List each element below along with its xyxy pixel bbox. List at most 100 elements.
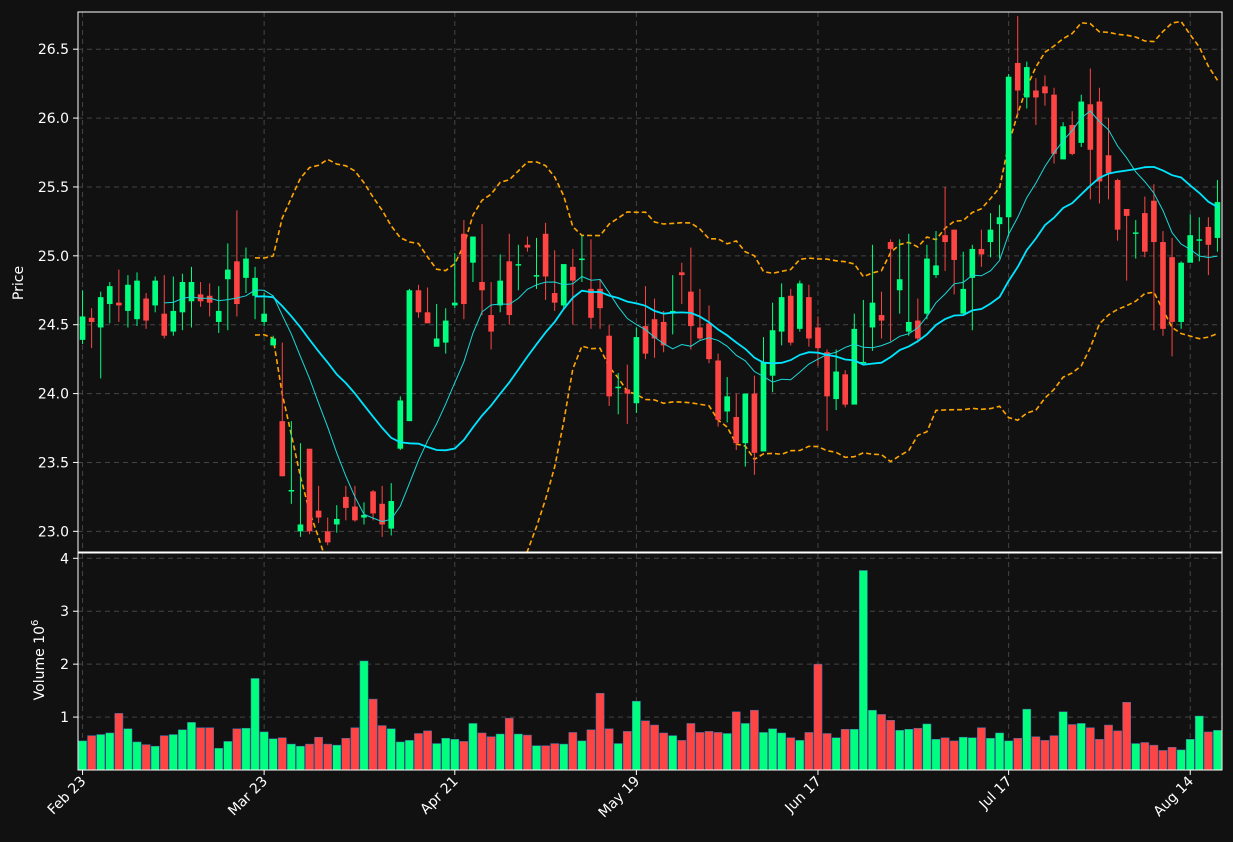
candle-body <box>315 510 322 518</box>
candle-body <box>833 371 839 400</box>
volume-bar <box>1131 743 1141 771</box>
volume-bar <box>786 737 796 771</box>
candle-body <box>215 310 222 322</box>
volume-bar <box>277 737 287 771</box>
candle-body <box>415 290 422 313</box>
volume-bar <box>1086 727 1095 771</box>
candle-body <box>987 229 994 243</box>
candle-body <box>1114 180 1121 230</box>
volume-bar <box>713 732 723 771</box>
candle-body <box>551 293 558 303</box>
volume-bar <box>595 693 605 771</box>
candle-body <box>524 244 531 248</box>
price-tick-label: 23.5 <box>38 455 69 471</box>
volume-grid <box>78 553 1222 770</box>
candle-body <box>579 258 585 261</box>
price-panel-frame <box>77 11 1223 553</box>
volume-bar <box>586 729 596 771</box>
volume-bar <box>795 740 805 771</box>
candle-body <box>197 294 204 302</box>
volume-bar <box>577 740 587 771</box>
volume-bar <box>441 737 451 771</box>
volume-bar <box>377 725 387 771</box>
candle-body <box>778 297 785 332</box>
candle-body <box>1023 67 1030 98</box>
volume-bar <box>859 570 868 771</box>
candle-body <box>887 242 894 249</box>
candle-body <box>461 233 467 305</box>
volume-bar <box>722 733 732 771</box>
volume-bar <box>940 737 950 771</box>
candle-body <box>615 386 622 389</box>
candle-body <box>488 315 494 332</box>
price-tick-label: 25.5 <box>38 180 69 196</box>
candle-body <box>379 503 385 525</box>
volume-bar <box>804 732 814 771</box>
volume-bar <box>96 734 106 771</box>
candle-body <box>161 313 168 336</box>
volume-bar <box>359 660 369 771</box>
candle-body <box>669 310 676 313</box>
volume-bar <box>1122 702 1132 771</box>
volume-bar <box>414 733 423 771</box>
candle-body <box>1142 213 1148 252</box>
price-tick-label: 25.0 <box>38 249 69 265</box>
candle-body <box>134 280 140 320</box>
volume-bar <box>731 711 741 771</box>
volume-bar <box>886 719 895 771</box>
price-tick-label: 23.0 <box>38 524 69 540</box>
candle-body <box>978 248 985 255</box>
candle-body <box>570 266 576 281</box>
candle-body <box>869 302 876 328</box>
candle-body <box>188 282 195 302</box>
volume-bar <box>949 740 959 771</box>
candle-body <box>1005 76 1012 218</box>
volume-bar <box>123 728 133 771</box>
volume-bar <box>849 728 859 771</box>
candle-body <box>297 524 304 532</box>
candle-body <box>751 393 758 453</box>
volume-bar <box>1040 740 1050 771</box>
volume-bar <box>541 745 550 771</box>
volume-bar <box>495 733 505 771</box>
candle-body <box>724 396 730 412</box>
candle-body <box>206 295 213 303</box>
candle-body <box>343 496 349 508</box>
volume-bar <box>686 723 696 771</box>
candle-body <box>143 298 149 321</box>
volume-bar <box>695 732 705 771</box>
candle-body <box>261 313 267 322</box>
candle-body <box>678 272 685 276</box>
candle-body <box>633 337 640 404</box>
candle-body <box>324 531 331 543</box>
volume-bar <box>559 743 569 771</box>
candle-body <box>1078 101 1085 143</box>
candle-body <box>470 236 476 263</box>
volume-bar <box>659 732 668 771</box>
candle-body <box>715 360 721 420</box>
candle-body <box>88 317 95 322</box>
candle-body <box>860 361 867 364</box>
volume-bar <box>704 731 714 771</box>
volume-bar <box>650 724 659 771</box>
candle-body <box>1132 232 1139 234</box>
volume-bar <box>822 733 832 771</box>
volume-bar <box>1204 731 1213 771</box>
volume-y-axis: 1 2 3 4 <box>60 551 78 726</box>
candle-body <box>361 514 367 518</box>
volume-bar <box>1149 744 1159 771</box>
candle-body <box>1214 202 1221 238</box>
volume-bar <box>305 743 314 771</box>
candle-body <box>951 229 957 260</box>
candle-body <box>942 235 948 243</box>
candle-body <box>542 233 549 277</box>
volume-bar <box>468 723 478 771</box>
volume-bar <box>141 744 151 771</box>
volume-bar <box>296 745 305 771</box>
volume-bar <box>1022 708 1032 771</box>
candle-body <box>769 330 776 376</box>
volume-bar <box>1004 740 1013 771</box>
volume-bar <box>877 714 886 771</box>
volume-bar <box>813 663 823 771</box>
